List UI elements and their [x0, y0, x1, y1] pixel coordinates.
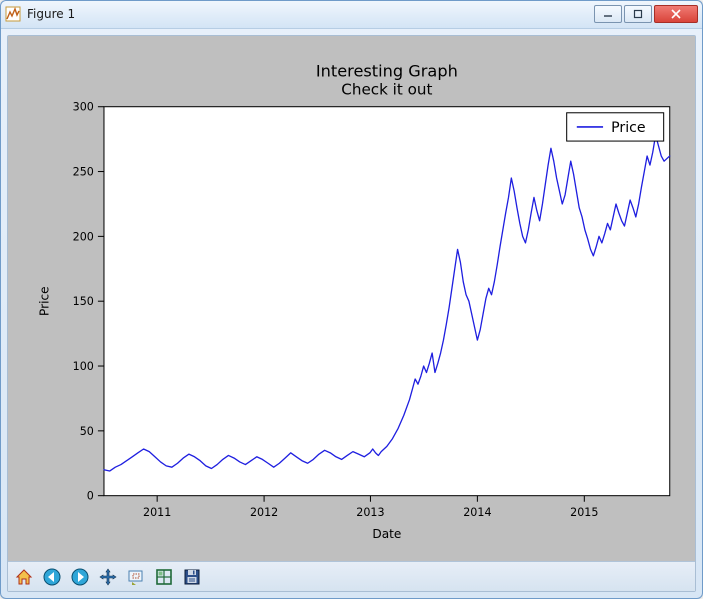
- subplots-icon: [154, 567, 174, 587]
- minimize-button[interactable]: [594, 5, 622, 23]
- svg-text:Check it out: Check it out: [341, 80, 432, 98]
- client-area: 0 50 100 150 200 250 300 2011 2012 2013 2014 2015 In…: [7, 35, 696, 592]
- svg-text:2015: 2015: [570, 506, 598, 519]
- svg-text:0: 0: [87, 489, 94, 502]
- zoom-icon: [126, 567, 146, 587]
- forward-icon: [70, 567, 90, 587]
- svg-text:2011: 2011: [143, 506, 171, 519]
- svg-text:Price: Price: [37, 286, 51, 316]
- svg-text:200: 200: [73, 230, 94, 243]
- svg-text:150: 150: [73, 295, 94, 308]
- window-title: Figure 1: [27, 7, 594, 21]
- close-button[interactable]: [654, 5, 698, 23]
- zoom-button[interactable]: [122, 564, 150, 590]
- home-button[interactable]: [10, 564, 38, 590]
- home-icon: [14, 567, 34, 587]
- save-icon: [182, 567, 202, 587]
- svg-text:2013: 2013: [356, 506, 384, 519]
- svg-text:100: 100: [73, 360, 94, 373]
- svg-text:250: 250: [73, 165, 94, 178]
- figure-window: Figure 1 0 50 100 150 200 250 300 2011 2012 2013 2…: [0, 0, 703, 599]
- titlebar[interactable]: Figure 1: [1, 1, 702, 29]
- svg-text:50: 50: [80, 425, 94, 438]
- svg-text:Price: Price: [611, 120, 645, 136]
- save-button[interactable]: [178, 564, 206, 590]
- back-button[interactable]: [38, 564, 66, 590]
- window-buttons: [594, 5, 698, 23]
- maximize-button[interactable]: [624, 5, 652, 23]
- svg-text:Date: Date: [372, 527, 401, 541]
- subplots-button[interactable]: [150, 564, 178, 590]
- svg-text:2014: 2014: [463, 506, 491, 519]
- forward-button[interactable]: [66, 564, 94, 590]
- chart-svg: 0 50 100 150 200 250 300 2011 2012 2013 2014 2015 In…: [8, 36, 695, 561]
- svg-text:2012: 2012: [250, 506, 278, 519]
- app-icon: [5, 6, 21, 22]
- figure-canvas[interactable]: 0 50 100 150 200 250 300 2011 2012 2013 2014 2015 In…: [8, 36, 695, 561]
- pan-button[interactable]: [94, 564, 122, 590]
- svg-text:Interesting Graph: Interesting Graph: [316, 61, 458, 80]
- svg-text:300: 300: [73, 100, 94, 113]
- pan-icon: [98, 567, 118, 587]
- back-icon: [42, 567, 62, 587]
- matplotlib-toolbar: [8, 561, 695, 591]
